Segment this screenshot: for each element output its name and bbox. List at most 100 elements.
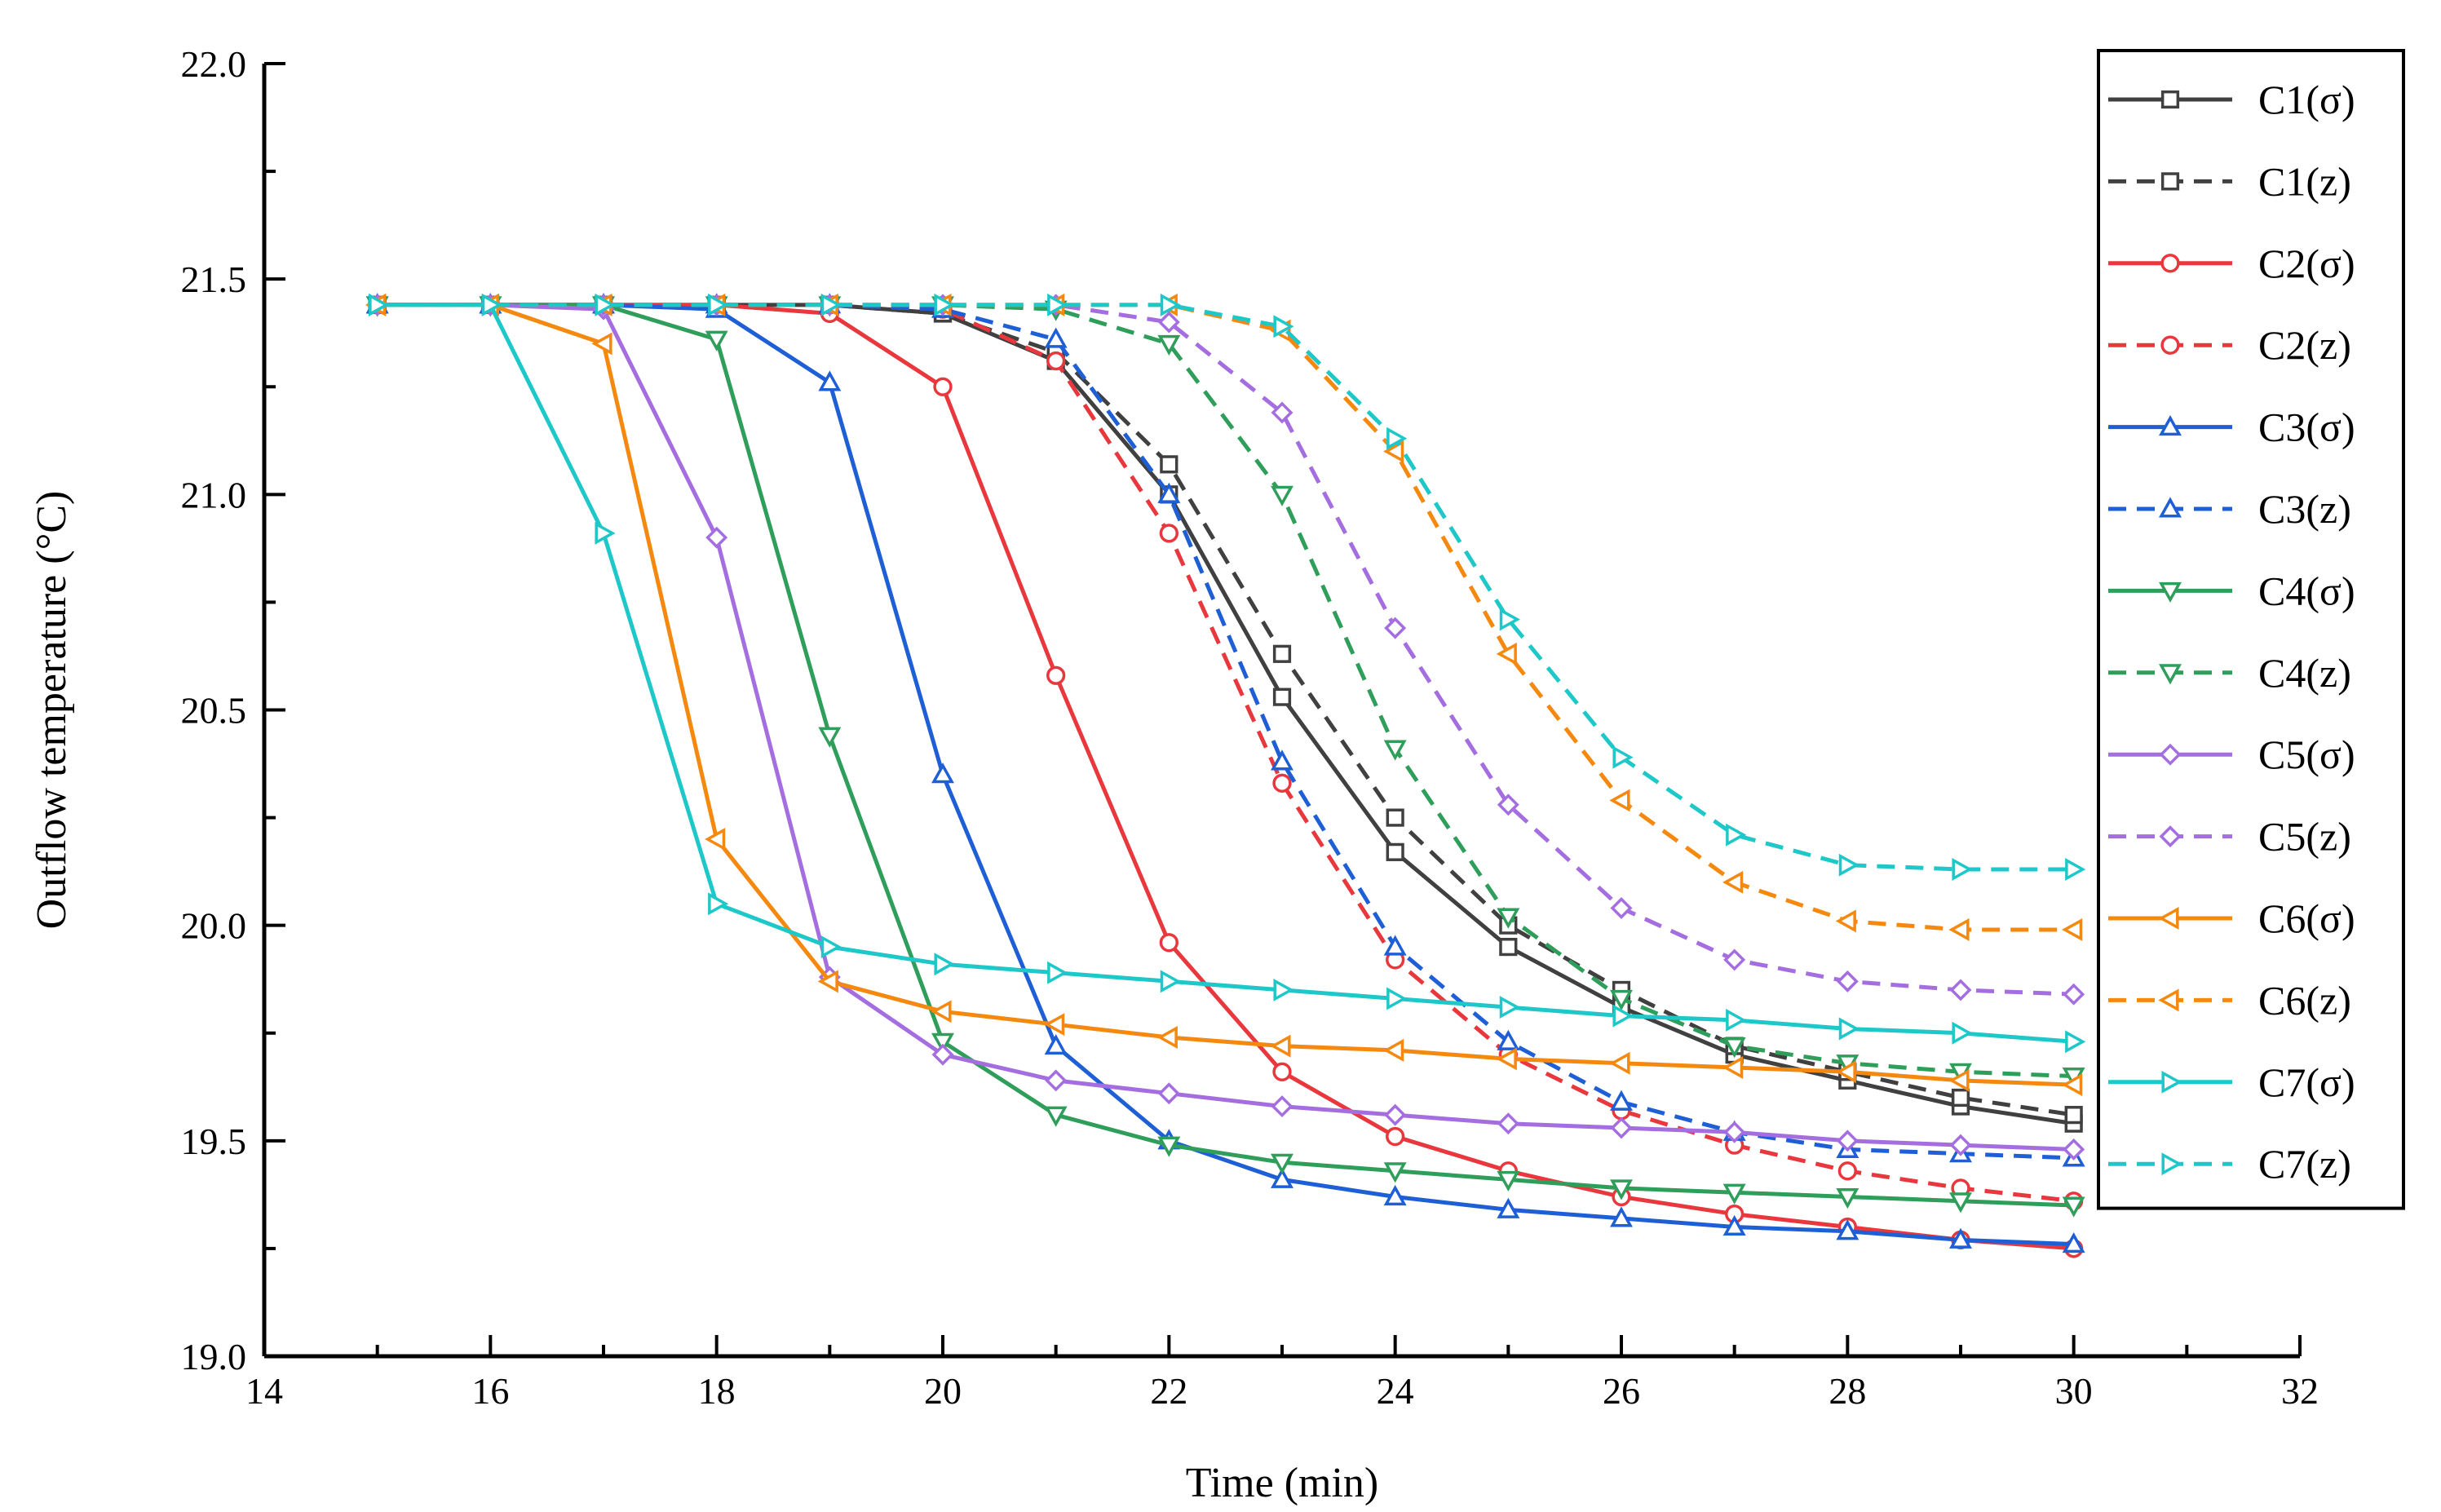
data-point-marker xyxy=(1271,1167,1293,1188)
y-tick-label: 21.5 xyxy=(181,259,247,300)
data-point-marker xyxy=(1386,1126,1405,1147)
legend-label: C4(σ) xyxy=(2258,568,2355,613)
data-point-marker xyxy=(817,970,838,993)
series-line xyxy=(377,303,2074,1161)
data-point-marker xyxy=(934,293,955,316)
data-point-marker xyxy=(2062,1232,2085,1253)
legend-marker xyxy=(2159,664,2182,685)
y-tick-label: 20.5 xyxy=(181,690,247,732)
data-point-marker xyxy=(1610,989,1633,1011)
series-c3-z xyxy=(365,293,2085,1167)
data-point-marker xyxy=(1271,485,1293,506)
x-tick-label: 20 xyxy=(924,1370,962,1412)
data-point-marker xyxy=(1386,842,1404,861)
data-point-marker xyxy=(1159,933,1178,953)
legend-marker xyxy=(2160,172,2180,191)
data-point-marker xyxy=(481,293,502,316)
x-tick-label: 18 xyxy=(698,1370,736,1412)
x-tick-label: 26 xyxy=(1603,1370,1640,1412)
data-point-marker xyxy=(1044,1013,1065,1037)
data-point-marker xyxy=(1160,455,1178,474)
data-point-marker xyxy=(1383,1162,1407,1183)
legend-marker xyxy=(2158,907,2179,930)
y-tick-label: 21.0 xyxy=(181,474,247,515)
series-c6-sigma xyxy=(365,293,2083,1097)
data-point-marker xyxy=(818,370,842,391)
y-tick-label: 22.0 xyxy=(181,43,247,85)
data-point-marker xyxy=(1722,870,1744,894)
data-point-marker xyxy=(1499,937,1518,957)
data-point-marker xyxy=(1047,293,1068,316)
legend-box xyxy=(2097,49,2405,1210)
data-point-marker xyxy=(1045,1069,1068,1092)
legend-item-c1-z: C1(z) xyxy=(2108,158,2351,204)
data-point-marker xyxy=(595,521,616,545)
legend-item-c7-sigma: C7(σ) xyxy=(2108,1059,2355,1105)
legend-label: C7(z) xyxy=(2258,1141,2351,1187)
data-point-marker xyxy=(1837,1161,1857,1181)
data-point-marker xyxy=(595,293,616,316)
data-point-marker xyxy=(1159,524,1178,543)
legend-label: C1(z) xyxy=(2258,158,2351,204)
legend-marker xyxy=(2159,825,2182,848)
x-ticks: 14 16 18 20 22 24 26 28 30 32 xyxy=(245,1335,2319,1412)
series-line xyxy=(377,303,2074,1044)
data-point-marker xyxy=(1835,909,1856,933)
x-tick-label: 16 xyxy=(471,1370,509,1412)
data-point-marker xyxy=(708,293,729,316)
legend-marker xyxy=(2159,414,2182,436)
legend: C1(σ) C1(z) C2(σ) C2(z) C3(σ) C3(z) C4(σ) C4(z)… xyxy=(2097,49,2405,1210)
data-point-marker xyxy=(1383,740,1407,761)
legend-marker xyxy=(2159,497,2182,518)
legend-label: C6(σ) xyxy=(2258,895,2355,941)
data-point-marker xyxy=(820,935,842,959)
data-point-marker xyxy=(1160,293,1181,316)
series-line xyxy=(377,303,2075,1126)
data-point-marker xyxy=(1272,1062,1292,1081)
data-point-marker xyxy=(2065,858,2086,881)
series-line xyxy=(377,303,2074,872)
data-point-marker xyxy=(931,1043,954,1066)
series-line xyxy=(377,303,2074,1247)
data-point-marker xyxy=(1383,1184,1407,1206)
data-point-marker xyxy=(1722,1214,1746,1236)
data-point-marker xyxy=(820,293,842,316)
data-point-marker xyxy=(1386,808,1404,827)
x-tick-label: 14 xyxy=(245,1370,283,1412)
legend-marker xyxy=(2160,335,2180,355)
data-point-marker xyxy=(931,1032,954,1054)
legend-label: C5(z) xyxy=(2258,814,2351,860)
data-point-marker xyxy=(1612,745,1634,769)
data-point-marker xyxy=(1722,1056,1744,1079)
series-line xyxy=(377,303,2074,932)
data-point-marker xyxy=(705,330,728,351)
data-point-marker xyxy=(2062,1196,2085,1218)
legend-item-c4-z: C4(z) xyxy=(2108,650,2351,696)
data-point-marker xyxy=(2062,917,2083,941)
data-point-marker xyxy=(1499,608,1520,631)
data-point-marker xyxy=(1609,789,1630,812)
data-point-marker xyxy=(1271,1153,1293,1174)
data-point-marker xyxy=(2063,1138,2085,1161)
y-tick-label: 19.0 xyxy=(181,1336,247,1377)
data-point-marker xyxy=(1609,1051,1630,1075)
data-point-marker xyxy=(1723,948,1746,971)
legend-marker xyxy=(2158,988,2179,1012)
data-point-marker xyxy=(1610,1206,1633,1227)
data-point-marker xyxy=(1723,1121,1746,1143)
data-point-marker xyxy=(1838,853,1859,877)
data-point-marker xyxy=(1496,642,1517,665)
data-point-marker xyxy=(1497,908,1520,929)
legend-label: C7(σ) xyxy=(2258,1059,2355,1105)
data-point-marker xyxy=(934,953,955,976)
data-point-marker xyxy=(931,763,954,784)
data-point-marker xyxy=(1273,315,1294,338)
legend-item-c2-sigma: C2(σ) xyxy=(2108,241,2355,286)
data-point-marker xyxy=(1046,665,1066,685)
series-line xyxy=(377,303,2074,997)
data-point-marker xyxy=(1726,1008,1747,1032)
legend-item-c6-z: C6(z) xyxy=(2108,977,2351,1023)
legend-marker xyxy=(2161,1070,2182,1094)
data-point-marker xyxy=(1044,1106,1068,1127)
data-point-marker xyxy=(1157,1136,1181,1157)
